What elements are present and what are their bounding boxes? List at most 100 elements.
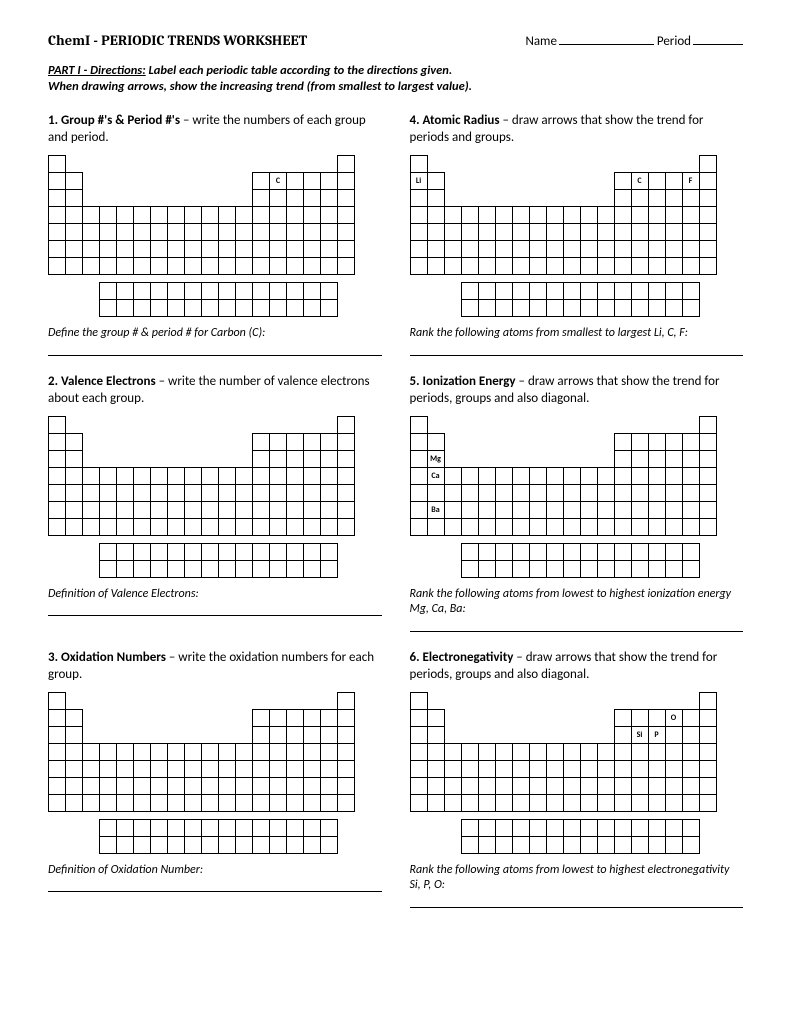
pt-cell xyxy=(631,223,649,241)
pt-cell xyxy=(699,172,717,190)
pt-cell xyxy=(184,794,202,812)
pt-fblock-cell xyxy=(201,836,219,854)
pt-cell xyxy=(303,172,321,190)
pt-cell xyxy=(597,223,615,241)
pt-cell xyxy=(546,777,564,795)
pt-cell xyxy=(495,501,513,519)
pt-fblock-cell xyxy=(133,819,151,837)
pt-fblock-cell xyxy=(512,819,530,837)
pt-cell xyxy=(133,518,151,536)
pt-cell xyxy=(150,794,168,812)
pt-cell xyxy=(167,467,185,485)
pt-cell xyxy=(444,501,462,519)
pt-cell xyxy=(665,206,683,224)
pt-fblock-cell xyxy=(167,543,185,561)
pt-cell xyxy=(427,206,445,224)
pt-fblock-cell xyxy=(218,282,236,300)
question-heading: 2. Valence Electrons – write the number … xyxy=(48,374,382,408)
pt-cell xyxy=(82,223,100,241)
followup-lead: Definition of Oxidation Number: xyxy=(48,863,203,877)
pt-cell xyxy=(699,155,717,173)
pt-fblock-cell xyxy=(303,299,321,317)
pt-fblock-cell xyxy=(269,299,287,317)
pt-cell xyxy=(563,223,581,241)
pt-fblock-cell xyxy=(478,543,496,561)
followup-lead: Define the group # & period # for Carbon… xyxy=(48,326,265,340)
followup-blank[interactable] xyxy=(410,896,744,908)
pt-cell xyxy=(648,189,666,207)
pt-cell xyxy=(133,257,151,275)
pt-cell xyxy=(699,240,717,258)
pt-cell xyxy=(269,743,287,761)
pt-cell xyxy=(337,501,355,519)
pt-cell xyxy=(631,240,649,258)
pt-cell xyxy=(320,433,338,451)
name-blank[interactable] xyxy=(559,32,654,45)
followup-blank[interactable] xyxy=(410,344,744,356)
pt-cell xyxy=(99,240,117,258)
pt-fblock-cell xyxy=(133,836,151,854)
pt-cell xyxy=(48,155,66,173)
pt-cell xyxy=(82,743,100,761)
pt-cell xyxy=(410,709,428,727)
question-section: 5. Ionization Energy – draw arrows that … xyxy=(410,374,744,632)
pt-cell xyxy=(461,240,479,258)
pt-cell xyxy=(320,709,338,727)
pt-cell xyxy=(65,223,83,241)
pt-cell xyxy=(444,760,462,778)
pt-fblock-cell xyxy=(150,282,168,300)
pt-cell xyxy=(150,467,168,485)
pt-cell xyxy=(235,794,253,812)
pt-cell xyxy=(252,760,270,778)
pt-cell xyxy=(648,794,666,812)
pt-cell xyxy=(410,155,428,173)
pt-cell xyxy=(614,777,632,795)
pt-cell xyxy=(648,223,666,241)
pt-cell-labeled: Li xyxy=(410,172,428,190)
periodic-table-wrap: MgCaBa xyxy=(410,416,744,577)
pt-cell xyxy=(337,206,355,224)
pt-fblock-cell xyxy=(235,282,253,300)
pt-cell xyxy=(65,518,83,536)
pt-fblock-cell xyxy=(512,560,530,578)
pt-cell xyxy=(99,743,117,761)
pt-cell xyxy=(252,467,270,485)
pt-fblock-cell xyxy=(580,560,598,578)
pt-cell xyxy=(410,206,428,224)
pt-cell xyxy=(648,743,666,761)
periodic-table: LiCF xyxy=(410,155,716,316)
pt-fblock-cell xyxy=(133,299,151,317)
followup-blank[interactable] xyxy=(48,344,382,356)
followup-blank[interactable] xyxy=(410,620,744,632)
followup-blank[interactable] xyxy=(48,880,382,892)
period-blank[interactable] xyxy=(693,32,743,45)
pt-fblock-cell xyxy=(269,836,287,854)
pt-cell xyxy=(444,794,462,812)
pt-cell xyxy=(303,240,321,258)
pt-fblock-cell xyxy=(201,282,219,300)
pt-cell xyxy=(546,743,564,761)
pt-cell-labeled: Si xyxy=(631,726,649,744)
pt-cell xyxy=(410,416,428,434)
pt-cell xyxy=(631,467,649,485)
pt-cell xyxy=(286,743,304,761)
pt-cell xyxy=(116,206,134,224)
pt-cell xyxy=(150,206,168,224)
pt-cell xyxy=(269,257,287,275)
followup-blank[interactable] xyxy=(48,604,382,616)
pt-cell xyxy=(478,484,496,502)
pt-fblock-cell xyxy=(614,819,632,837)
pt-cell xyxy=(478,760,496,778)
pt-fblock-cell xyxy=(512,543,530,561)
pt-cell xyxy=(665,518,683,536)
pt-cell xyxy=(427,172,445,190)
pt-fblock-cell xyxy=(218,836,236,854)
pt-cell xyxy=(614,257,632,275)
pt-cell xyxy=(665,794,683,812)
pt-fblock-cell xyxy=(665,560,683,578)
pt-cell xyxy=(235,467,253,485)
pt-cell xyxy=(218,794,236,812)
pt-cell xyxy=(648,709,666,727)
pt-cell xyxy=(631,484,649,502)
pt-cell xyxy=(478,223,496,241)
